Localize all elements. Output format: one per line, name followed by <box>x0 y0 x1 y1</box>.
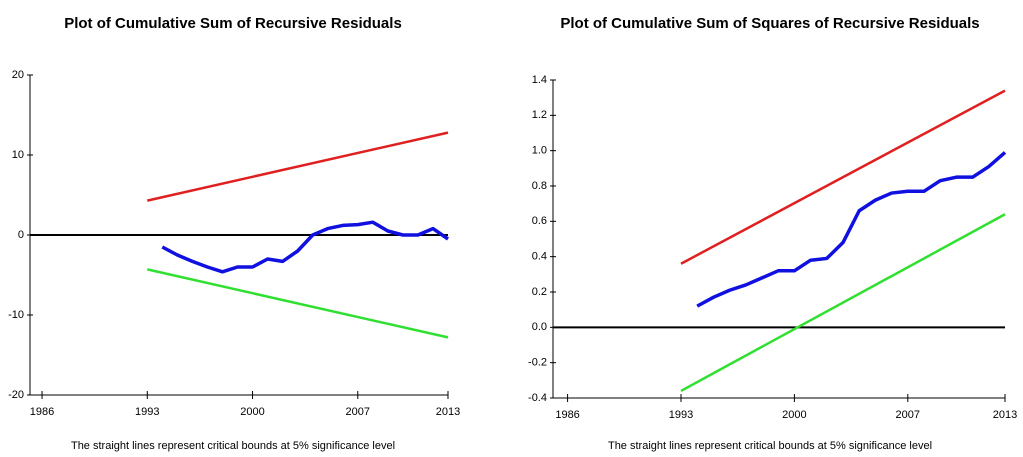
x-tick-label: 2013 <box>993 409 1017 421</box>
series-line <box>680 213 1006 393</box>
y-tick-label: 1.0 <box>532 145 547 157</box>
series-line <box>680 89 1006 265</box>
x-tick-label: 1986 <box>555 409 579 421</box>
x-tick-label: 1993 <box>669 409 693 421</box>
y-tick-label: 0.8 <box>532 180 547 192</box>
x-tick-label: 2000 <box>240 406 264 418</box>
chart-note: The straight lines represent critical bo… <box>71 440 395 452</box>
x-tick-label: 1986 <box>30 406 54 418</box>
x-tick-label: 2007 <box>896 409 920 421</box>
y-tick-label: 1.2 <box>532 109 547 121</box>
chart-note: The straight lines represent critical bo… <box>608 440 932 452</box>
y-tick-label: 0.6 <box>532 215 547 227</box>
series-line <box>147 268 449 339</box>
y-tick-label: 20 <box>12 69 24 81</box>
y-tick-label: -10 <box>8 309 24 321</box>
y-tick-label: 0.0 <box>532 321 547 333</box>
chart-title: Plot of Cumulative Sum of Squares of Rec… <box>560 15 979 32</box>
x-tick-label: 2007 <box>346 406 370 418</box>
x-tick-label: 1993 <box>135 406 159 418</box>
x-tick-label: 2000 <box>782 409 806 421</box>
series-line <box>696 151 1007 308</box>
y-tick-label: 0 <box>18 229 24 241</box>
y-tick-label: 10 <box>12 149 24 161</box>
y-tick-label: 1.4 <box>532 74 547 86</box>
y-tick-label: -20 <box>8 389 24 401</box>
series-line <box>161 220 449 274</box>
y-tick-label: 0.2 <box>532 286 547 298</box>
y-tick-label: 0.4 <box>532 251 547 263</box>
series-line <box>147 131 449 202</box>
x-tick-label: 2013 <box>436 406 460 418</box>
chart-title: Plot of Cumulative Sum of Recursive Resi… <box>64 15 402 32</box>
y-tick-label: -0.4 <box>528 392 547 404</box>
y-tick-label: -0.2 <box>528 357 547 369</box>
